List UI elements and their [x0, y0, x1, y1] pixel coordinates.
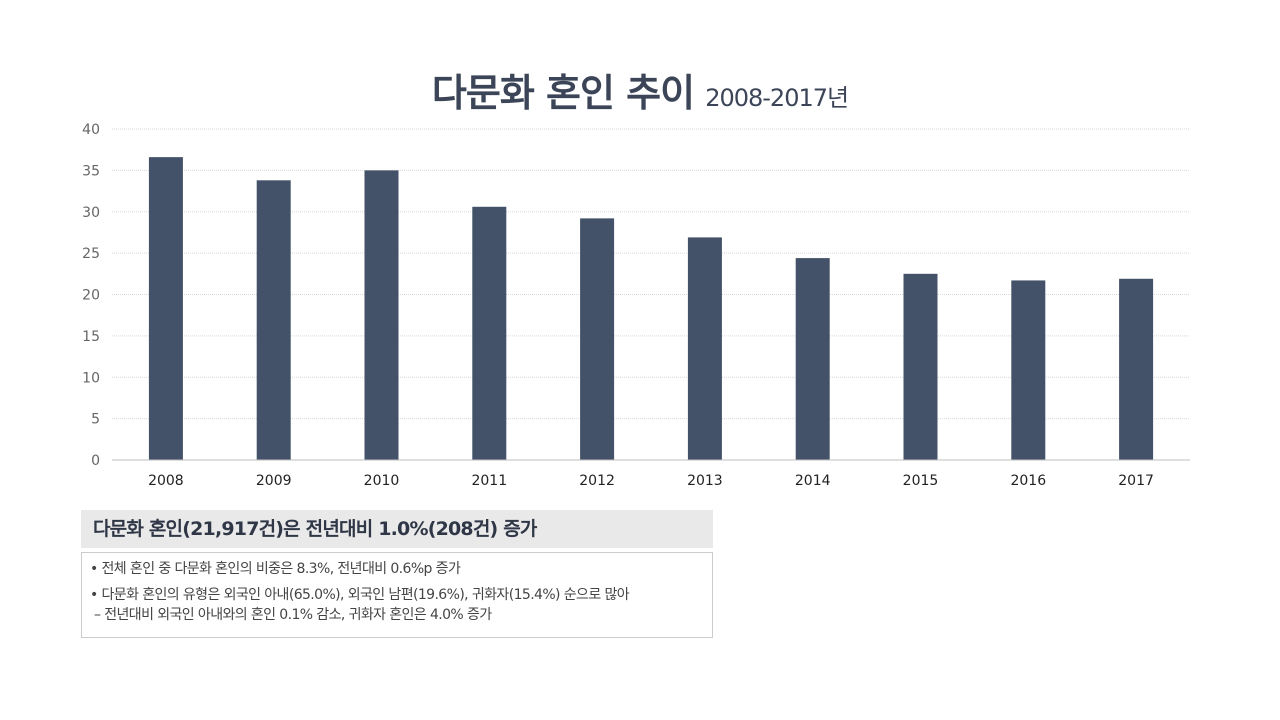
main-title: 다문화 혼인 추이: [431, 71, 695, 115]
bar-2010: [364, 170, 399, 460]
y-tick-label: 35: [82, 163, 100, 179]
bar-2009: [256, 180, 291, 460]
x-tick-label-2017: 2017: [1118, 473, 1154, 489]
y-tick-label: 0: [91, 453, 100, 469]
x-axis-ticks: 2008 2009 2010 2011 2012 2013 2014 2015 2016 2017: [148, 473, 1154, 489]
bar-2015: [903, 273, 938, 460]
bars: [148, 157, 1154, 460]
y-axis-ticks: 0 5 10 15 20 25 30 35 40: [82, 122, 100, 469]
bar-2012: [580, 218, 615, 460]
bar-2014: [795, 258, 830, 460]
grid-lines: [112, 128, 1190, 420]
x-tick-label-2008: 2008: [148, 473, 184, 489]
detail-bullet-1: • 전체 혼인 중 다문화 혼인의 비중은 8.3%, 전년대비 0.6%p 증…: [90, 561, 461, 577]
y-tick-label: 40: [82, 122, 100, 138]
detail-bullet-2: • 다문화 혼인의 유형은 외국인 아내(65.0%), 외국인 남편(19.6…: [90, 587, 630, 603]
x-tick-label-2013: 2013: [687, 473, 723, 489]
y-tick-label: 30: [82, 205, 100, 221]
x-tick-label-2010: 2010: [364, 473, 400, 489]
y-tick-label: 15: [82, 329, 100, 345]
x-tick-label-2009: 2009: [256, 473, 292, 489]
x-tick-label-2011: 2011: [471, 473, 507, 489]
bar-2017: [1119, 278, 1154, 460]
subtitle: 2008-2017년: [705, 84, 849, 112]
y-tick-label: 25: [82, 246, 100, 262]
bar-2013: [687, 237, 722, 460]
bar-2011: [472, 206, 507, 460]
bar-2016: [1011, 280, 1046, 460]
y-tick-label: 5: [91, 412, 100, 428]
bar-chart: 0 5 10 15 20 25 30 35 40 2008 2009 2010 2011 2012 201…: [82, 122, 1190, 489]
x-tick-label-2014: 2014: [795, 473, 831, 489]
chart-title: 다문화 혼인 추이 2008-2017년: [0, 62, 1280, 117]
y-tick-label: 20: [82, 288, 100, 304]
y-tick-label: 10: [82, 370, 100, 386]
x-tick-label-2015: 2015: [903, 473, 939, 489]
summary-headline: 다문화 혼인(21,917건)은 전년대비 1.0%(208건) 증가: [81, 510, 713, 548]
details-box: • 전체 혼인 중 다문화 혼인의 비중은 8.3%, 전년대비 0.6%p 증…: [81, 552, 713, 638]
bar-2008: [148, 157, 183, 460]
detail-bullet-2-sub: – 전년대비 외국인 아내와의 혼인 0.1% 감소, 귀화자 혼인은 4.0%…: [94, 607, 492, 623]
x-tick-label-2016: 2016: [1010, 473, 1046, 489]
x-tick-label-2012: 2012: [579, 473, 615, 489]
